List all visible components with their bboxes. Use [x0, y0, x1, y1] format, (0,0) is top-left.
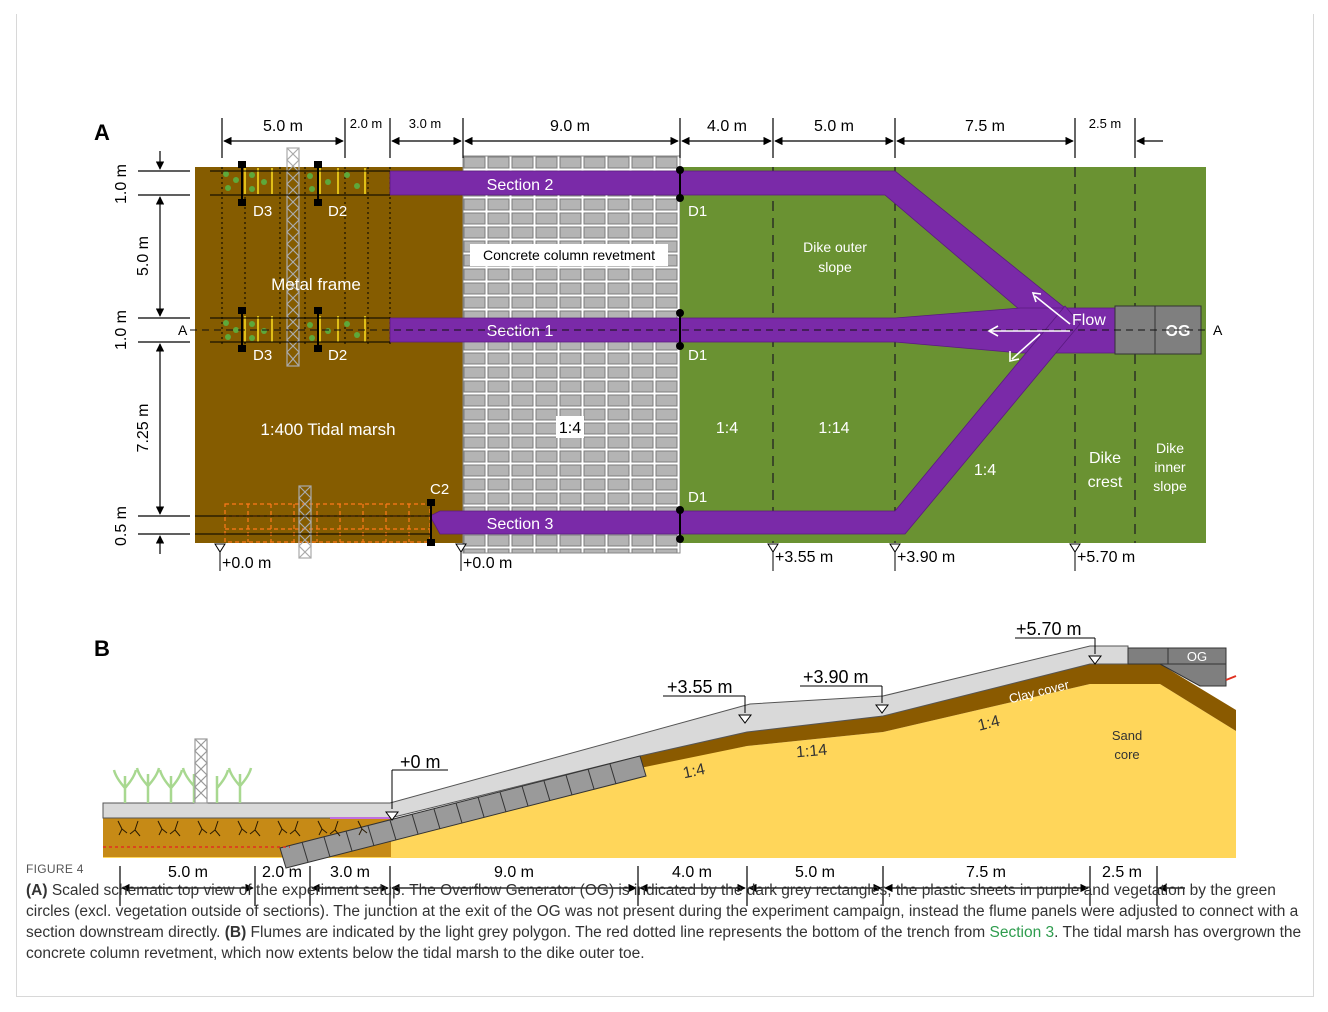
level-a-0: +0.0 m	[222, 555, 271, 572]
outer-slope-label-2: slope	[818, 259, 852, 275]
bottom-dim-4: 9.0 m	[494, 864, 534, 881]
level-b-1: +3.55 m	[667, 677, 733, 697]
d2-label-top: D2	[328, 203, 347, 220]
c2-label: C2	[430, 481, 449, 498]
section-3-label: Section 3	[487, 516, 554, 533]
bottom-dim-6: 5.0 m	[795, 864, 835, 881]
section-3-sheet	[429, 305, 1081, 535]
tidal-marsh-label: 1:400 Tidal marsh	[260, 420, 395, 439]
caption-b-text-1: Flumes are indicated by the light grey p…	[246, 924, 990, 941]
marsh-roots	[117, 820, 368, 837]
revetment-label: Concrete column revetment	[483, 247, 655, 263]
bottom-dim-1: 5.0 m	[168, 864, 208, 881]
inner-slope-label-2: inner	[1154, 459, 1185, 475]
top-dim-1: 5.0 m	[263, 118, 303, 135]
caption-a-text: Scaled schematic top view of the experim…	[26, 882, 1299, 941]
a-right-label: A	[1213, 322, 1223, 338]
measurement-points	[238, 161, 684, 546]
caption-b-text-2: . The tidal marsh has overgrown the conc…	[26, 924, 1302, 962]
sand-core-label-2: core	[1114, 747, 1139, 762]
og-label: OG	[1166, 323, 1191, 340]
top-dim-2: 2.0 m	[350, 116, 383, 131]
level-markers-a	[214, 543, 1081, 571]
crest-label-2: crest	[1088, 474, 1123, 491]
slope-b-1: 1:4	[681, 761, 706, 782]
flow-label: Flow	[1072, 312, 1106, 329]
slope-1-4-label-a: 1:4	[716, 420, 738, 437]
level-b-3: +5.70 m	[1016, 619, 1082, 639]
d1-label-mid: D1	[688, 347, 707, 364]
inner-slope-label-1: Dike	[1156, 440, 1184, 456]
slope-transition-lines	[772, 167, 1136, 543]
bottom-dim-8: 2.5 m	[1102, 864, 1142, 881]
flow-arrows	[987, 292, 1071, 362]
level-b-2: +3.90 m	[803, 667, 869, 687]
top-dim-7: 7.5 m	[965, 118, 1005, 135]
crest-label-1: Dike	[1089, 450, 1121, 467]
left-dim-3: 1.0 m	[113, 310, 130, 350]
og-b-label: OG	[1187, 649, 1207, 664]
inner-slope-label-3: slope	[1153, 478, 1187, 494]
metal-frame-icon	[286, 147, 312, 559]
level-a-2: +3.55 m	[775, 549, 833, 566]
d3-label-mid: D3	[253, 347, 272, 364]
caption-a-tag: (A)	[26, 882, 48, 899]
level-markers-b	[385, 637, 1102, 821]
caption-text: (A) Scaled schematic top view of the exp…	[26, 880, 1306, 964]
tidal-marsh-area	[195, 167, 463, 543]
top-dimension-lines	[221, 118, 1163, 158]
top-dim-8: 2.5 m	[1089, 116, 1122, 131]
left-dim-1: 1.0 m	[113, 164, 130, 204]
level-a-3: +3.90 m	[897, 549, 955, 566]
section-3-link[interactable]: Section 3	[989, 924, 1055, 941]
bottom-dim-2: 2.0 m	[262, 864, 302, 881]
section-1-label: Section 1	[487, 323, 554, 340]
outer-slope-label-1: Dike outer	[803, 239, 867, 255]
figure-frame	[16, 14, 1314, 997]
metal-frame-b-icon	[194, 738, 208, 804]
a-left-label: A	[178, 322, 188, 338]
metal-frame-label: Metal frame	[271, 275, 361, 294]
figure-caption: FIGURE 4 (A) Scaled schematic top view o…	[26, 862, 1306, 964]
vegetation-plants	[112, 767, 253, 803]
clay-cover	[640, 664, 1236, 768]
vegetation-circles	[223, 171, 360, 341]
revetment-blocks	[279, 755, 647, 869]
slope-1-14-label: 1:14	[818, 420, 849, 437]
left-dim-5: 0.5 m	[113, 506, 130, 546]
level-a-4: +5.70 m	[1077, 549, 1135, 566]
top-dim-6: 5.0 m	[814, 118, 854, 135]
slope-1-4-label-b: 1:4	[974, 462, 996, 479]
bottom-dimension-lines	[119, 866, 1185, 906]
flume-surface	[102, 645, 1129, 819]
top-dim-4: 9.0 m	[550, 118, 590, 135]
panel-b-label: B	[94, 636, 110, 661]
top-dim-5: 4.0 m	[707, 118, 747, 135]
left-dimension-lines	[138, 151, 190, 554]
d1-label-bottom: D1	[688, 489, 707, 506]
bottom-dim-7: 7.5 m	[966, 864, 1006, 881]
concrete-revetment-area	[463, 156, 680, 553]
sand-core	[103, 684, 1236, 858]
level-b-0: +0 m	[400, 752, 441, 772]
section-2-label: Section 2	[487, 177, 554, 194]
d1-label-top: D1	[688, 203, 707, 220]
og-b-boxes	[1127, 647, 1227, 687]
bottom-dim-5: 4.0 m	[672, 864, 712, 881]
slope-b-3: 1:4	[976, 713, 1002, 735]
d2-label-mid: D2	[328, 347, 347, 364]
figure-label: FIGURE 4	[26, 862, 84, 876]
panel-a-label: A	[94, 120, 110, 145]
left-dim-2: 5.0 m	[135, 236, 152, 276]
revetment-slope-label: 1:4	[559, 420, 581, 437]
sand-core-label-1: Sand	[1112, 728, 1142, 743]
level-a-1: +0.0 m	[463, 555, 512, 572]
d3-label-top: D3	[253, 203, 272, 220]
slope-b-2: 1:14	[795, 742, 828, 762]
left-dim-4: 7.25 m	[135, 404, 152, 453]
caption-b-tag: (B)	[224, 924, 247, 941]
top-dim-3: 3.0 m	[409, 116, 442, 131]
bottom-dim-3: 3.0 m	[330, 864, 370, 881]
